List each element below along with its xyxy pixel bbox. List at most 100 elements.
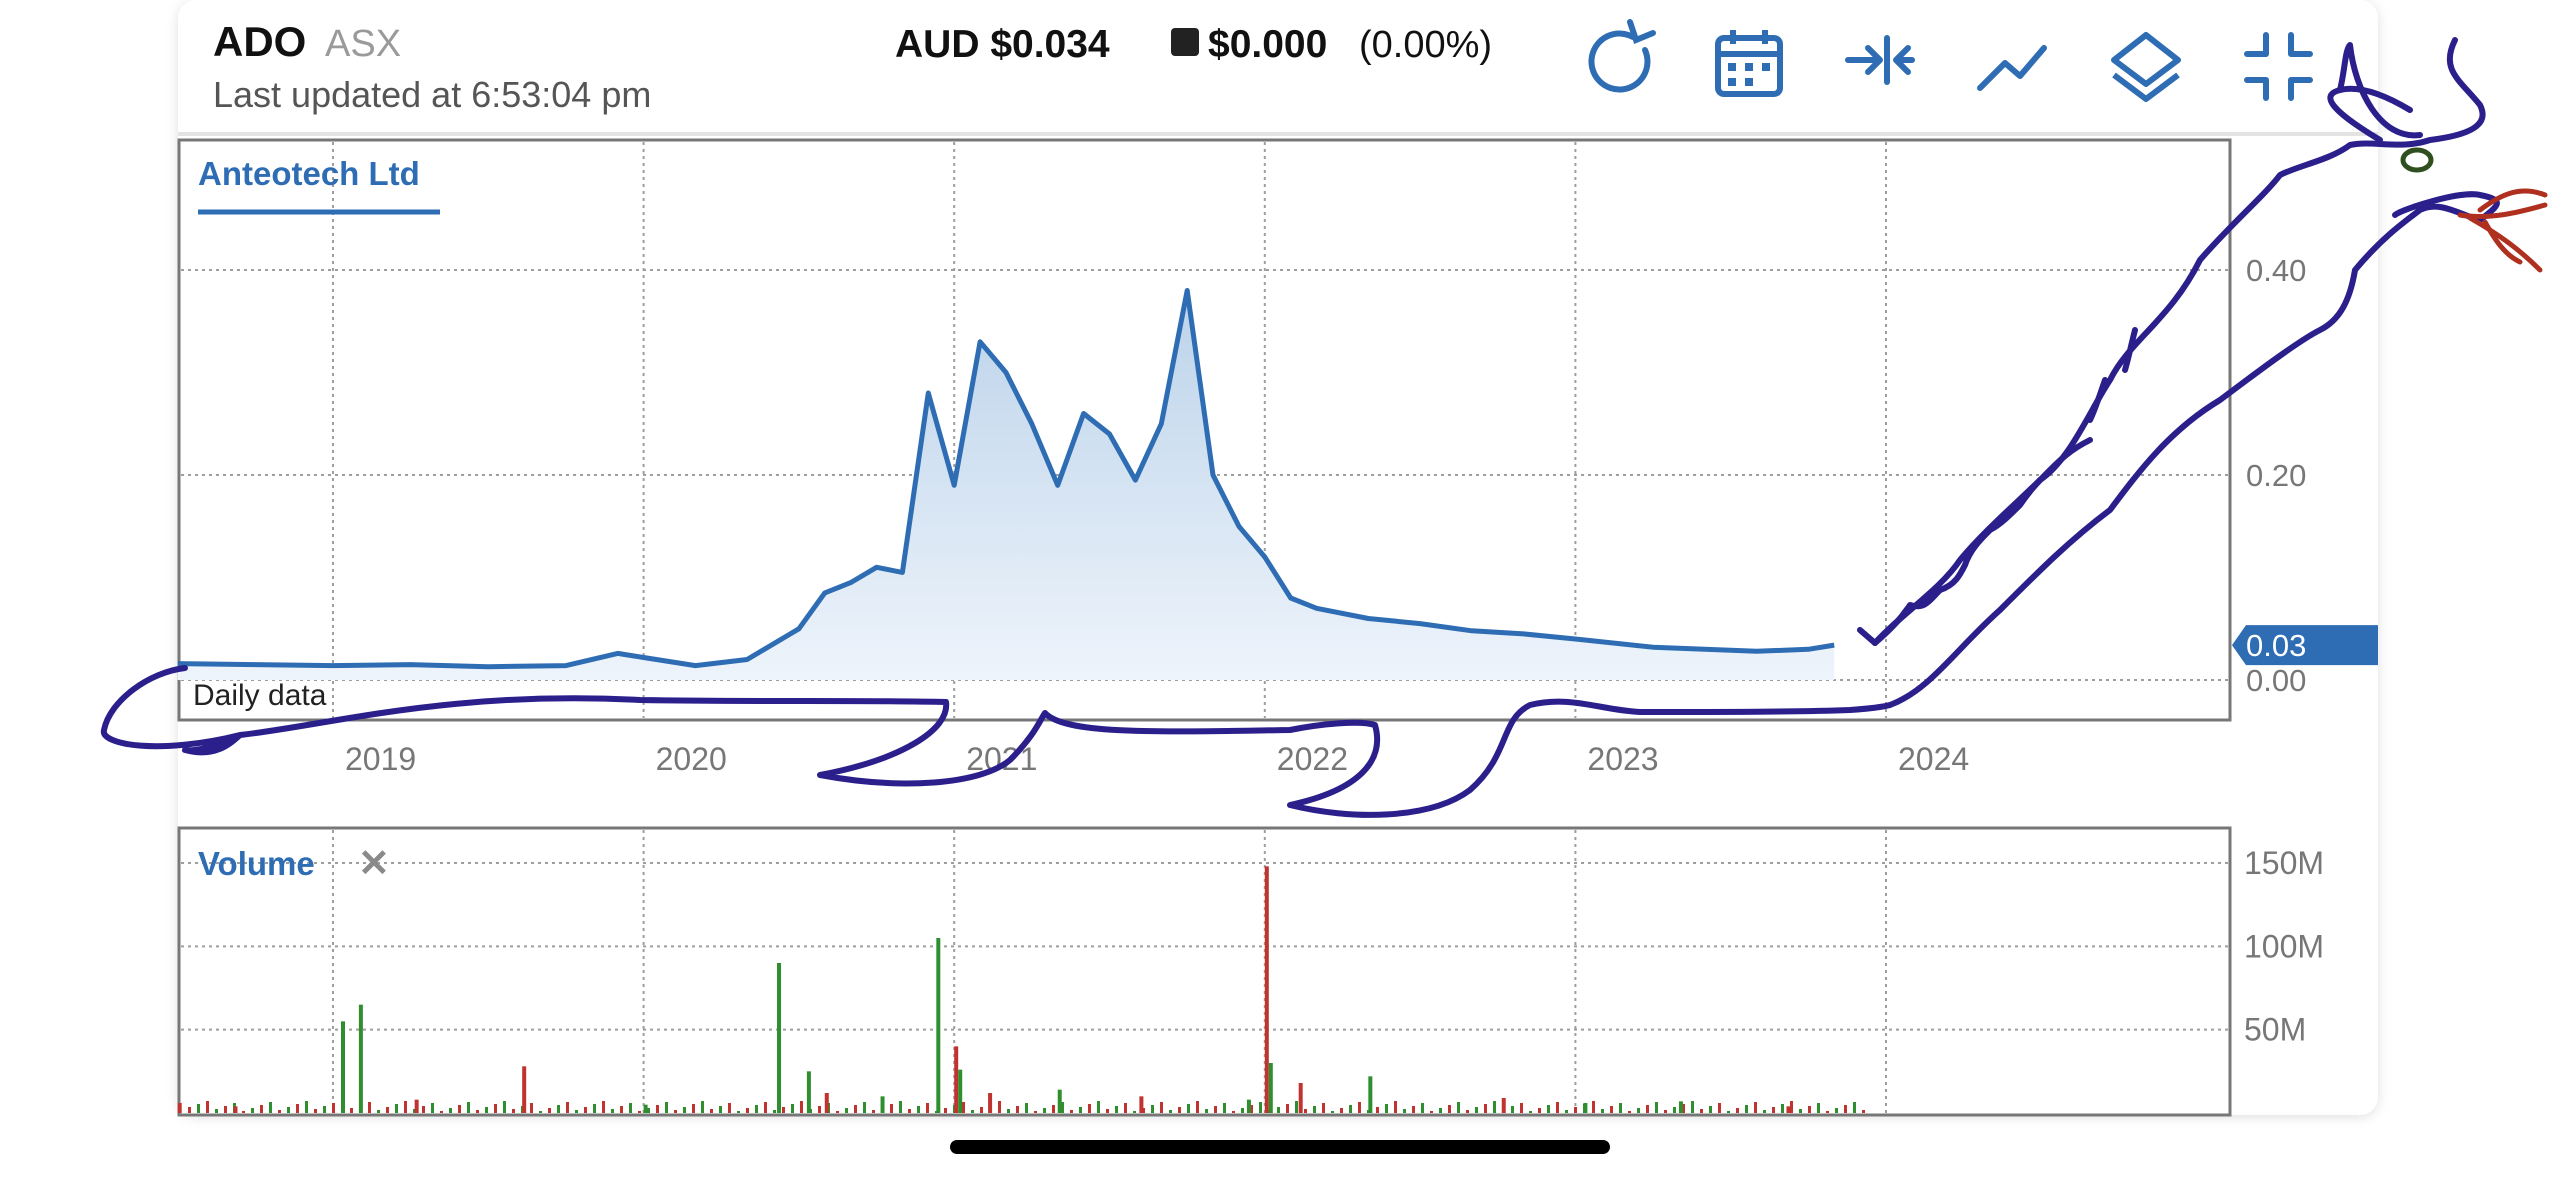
volume-bar-small (1853, 1102, 1856, 1113)
volume-bar-small (1520, 1103, 1523, 1113)
volume-bar-small (1700, 1109, 1703, 1113)
volume-bar-small (1232, 1111, 1235, 1113)
volume-bar-small (503, 1101, 506, 1113)
volume-bar-small (1439, 1108, 1442, 1113)
volume-bar-small (854, 1105, 857, 1113)
volume-bar-small (1133, 1111, 1136, 1113)
volume-bar-small (377, 1110, 380, 1113)
volume-bar-small (746, 1108, 749, 1113)
volume-bar-small (1349, 1105, 1352, 1113)
volume-bar-small (512, 1109, 515, 1113)
volume-close-icon[interactable]: ✕ (358, 843, 390, 885)
volume-bar (643, 1104, 648, 1113)
volume-bar-small (1538, 1108, 1541, 1113)
volume-bar-small (1817, 1103, 1820, 1113)
volume-bar (1368, 1076, 1373, 1113)
current-value-badge: 0.03 (2232, 625, 2378, 666)
volume-bar-small (1718, 1103, 1721, 1113)
volume-bar-small (719, 1106, 722, 1113)
refresh-icon[interactable] (1588, 19, 1656, 93)
volume-bar-small (242, 1111, 245, 1113)
price-tab-label[interactable]: Anteotech Ltd (198, 155, 420, 192)
volume-bar (341, 1021, 345, 1113)
volume-bar-small (1223, 1103, 1226, 1113)
volume-bar-small (773, 1110, 776, 1113)
volume-bar-small (674, 1110, 677, 1113)
volume-bar-small (431, 1103, 434, 1113)
volume-bar-small (1529, 1111, 1532, 1113)
volume-bar-small (1412, 1106, 1415, 1113)
volume-bar-small (1178, 1107, 1181, 1113)
volume-bar-small (494, 1104, 497, 1113)
volume-tab-label[interactable]: Volume (198, 845, 315, 882)
volume-bar (954, 1046, 959, 1113)
volume-bar-small (1160, 1102, 1163, 1113)
volume-bar (824, 1093, 829, 1113)
home-indicator[interactable] (950, 1140, 1610, 1154)
volume-bar-small (593, 1104, 596, 1113)
volume-bar-small (1277, 1107, 1280, 1113)
volume-bar-small (1079, 1107, 1082, 1113)
volume-bar-small (1385, 1104, 1388, 1113)
volume-bar-small (539, 1111, 542, 1113)
volume-bar-small (1655, 1102, 1658, 1113)
volume-bar-small (1052, 1105, 1055, 1113)
volume-bar-small (1493, 1101, 1496, 1113)
volume-bar-small (1484, 1104, 1487, 1113)
volume-bar-small (1304, 1109, 1307, 1113)
volume-bar-small (368, 1102, 371, 1113)
volume-bar-small (944, 1108, 947, 1113)
volume-bar-small (1124, 1103, 1127, 1113)
volume-bar-small (197, 1104, 200, 1113)
volume-bar-small (485, 1107, 488, 1113)
layers-icon[interactable] (2111, 32, 2181, 102)
volume-bar-small (269, 1102, 272, 1113)
calendar-icon[interactable] (1715, 30, 1783, 97)
volume-bar-small (971, 1110, 974, 1113)
volume-bar-small (1286, 1104, 1289, 1113)
price-panel: Anteotech Ltd Daily data 0.40 0.20 0.00 0.… (177, 138, 2378, 777)
compress-icon[interactable] (1845, 35, 1915, 85)
volume-bar-small (413, 1109, 416, 1113)
volume-bar (1786, 1106, 1791, 1113)
volume-bar-small (1169, 1110, 1172, 1113)
volume-bar-small (1241, 1108, 1244, 1113)
volume-bar-small (818, 1106, 821, 1113)
volume-bar-small (251, 1108, 254, 1113)
volume-bar-small (557, 1105, 560, 1113)
volume-bar-small (1142, 1108, 1145, 1113)
price-area (177, 290, 1835, 680)
volume-bar-small (1025, 1103, 1028, 1113)
volume-bar-small (611, 1109, 614, 1113)
volume-bar-small (206, 1101, 209, 1113)
x-tick-label: 2024 (1898, 741, 1969, 777)
volume-bar-small (422, 1106, 425, 1113)
volume-bar-small (1358, 1102, 1361, 1113)
volume-bar-small (1547, 1105, 1550, 1113)
volume-bar-small (1808, 1106, 1811, 1113)
volume-bar (1246, 1099, 1251, 1113)
volume-bar-small (395, 1104, 398, 1113)
volume-bar (1298, 1083, 1303, 1113)
change-square-icon (1171, 28, 1199, 56)
price: AUD $0.034 (895, 23, 1110, 66)
volume-bar-small (656, 1105, 659, 1113)
minimize-icon[interactable] (2244, 32, 2313, 101)
volume-bar-small (1448, 1105, 1451, 1113)
volume-bar (1268, 1063, 1273, 1113)
volume-bar-small (1772, 1107, 1775, 1113)
volume-bar-small (305, 1101, 308, 1113)
x-tick-label: 2020 (656, 741, 727, 777)
volume-bar-small (566, 1102, 569, 1113)
volume-bar-small (728, 1103, 731, 1113)
line-chart-icon[interactable] (1977, 45, 2047, 91)
last-updated: Last updated at 6:53:04 pm (213, 74, 651, 115)
volume-bar-small (701, 1101, 704, 1113)
volume-bar-small (1205, 1109, 1208, 1113)
volume-bar-small (188, 1107, 191, 1113)
volume-bar-small (440, 1111, 443, 1113)
volume-bar-small (1736, 1108, 1739, 1113)
footer-label: Daily data (193, 679, 327, 712)
